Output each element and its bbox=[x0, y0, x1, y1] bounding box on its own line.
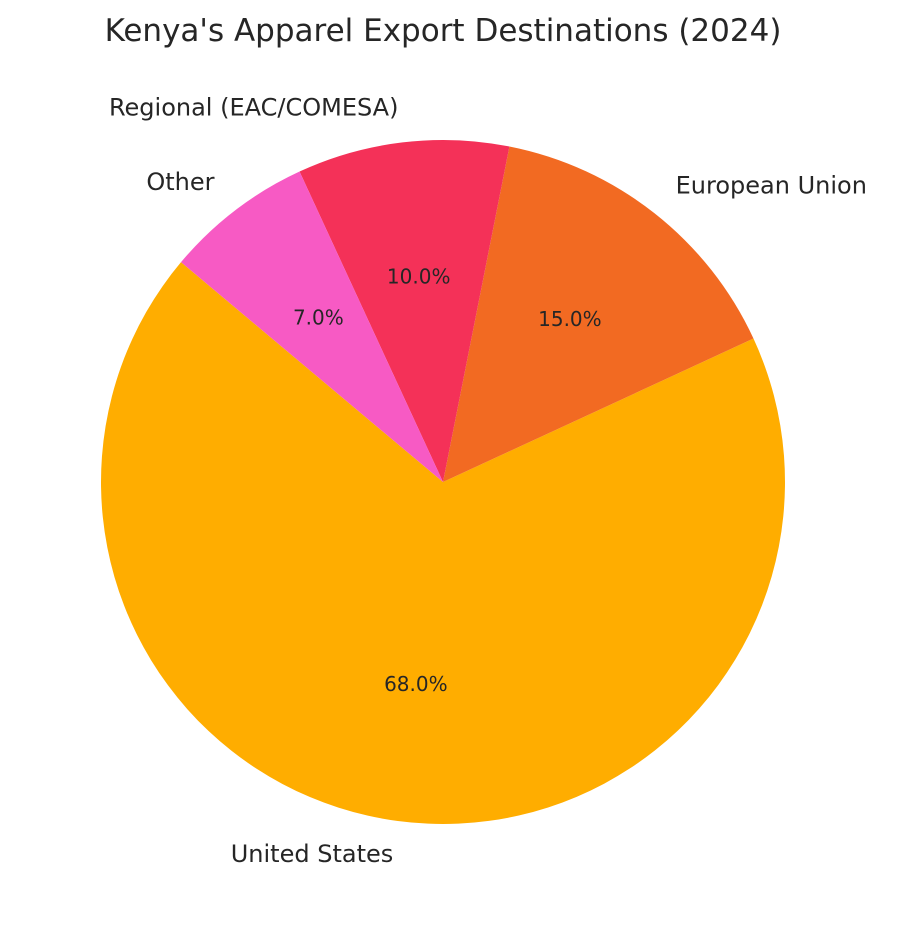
chart-title: Kenya's Apparel Export Destinations (202… bbox=[104, 13, 782, 49]
pie-slices bbox=[100, 139, 785, 825]
pie-slice-regional-eac-comesa bbox=[299, 139, 510, 482]
slice-percent-label: 10.0% bbox=[387, 265, 451, 289]
slice-percent-label: 68.0% bbox=[384, 672, 448, 696]
slice-percent-label: 7.0% bbox=[293, 305, 344, 329]
pie-labels: United States 68.0% European Union 15.0% Reg… bbox=[109, 93, 867, 867]
pie-slice-other bbox=[181, 171, 443, 483]
slice-percent-label: 15.0% bbox=[538, 307, 602, 331]
pie-slice-united-states bbox=[100, 262, 785, 825]
pie-slice-european-union bbox=[443, 146, 754, 482]
slice-label: Regional (EAC/COMESA) bbox=[109, 93, 399, 121]
slice-label: Other bbox=[146, 168, 214, 196]
slice-label: United States bbox=[231, 840, 394, 868]
slice-label: European Union bbox=[676, 171, 867, 199]
